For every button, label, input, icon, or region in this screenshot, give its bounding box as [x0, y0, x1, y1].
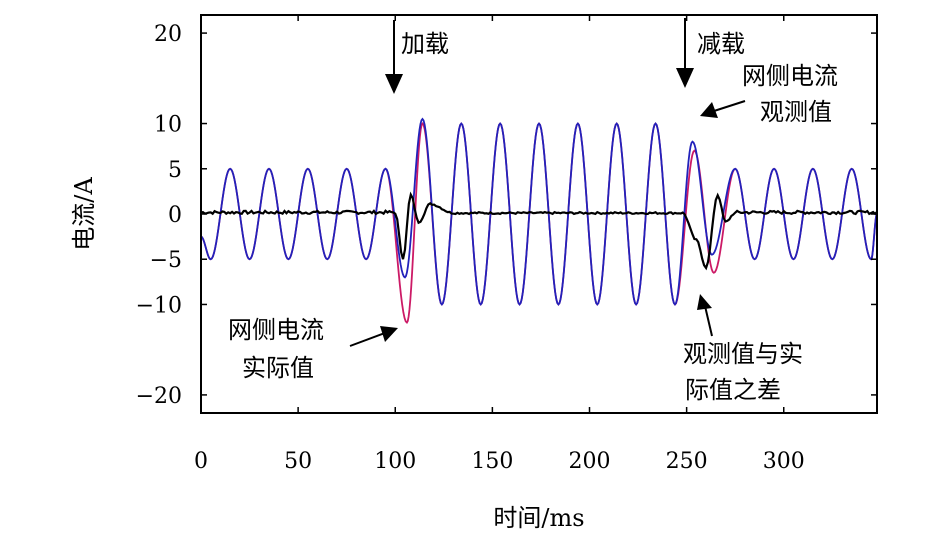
difference-arrow	[697, 294, 713, 337]
x-tick-label: 50	[284, 449, 312, 474]
difference-label-line2: 际值之差	[685, 376, 781, 404]
series-layer	[201, 117, 877, 325]
observed-current-arrow	[700, 100, 746, 118]
observed-current-label-line2: 观测值	[760, 98, 832, 126]
x-tick-label: 200	[569, 449, 611, 474]
x-tick-label: 100	[374, 449, 416, 474]
load-annotation: 加载	[401, 30, 449, 58]
x-tick-label: 300	[763, 449, 805, 474]
observed-current-label-line1: 网侧电流	[742, 62, 838, 90]
series-difference	[201, 191, 877, 271]
y-tick-label: −5	[150, 248, 182, 273]
actual-current-label-line1: 网侧电流	[228, 316, 324, 344]
actual-current-label-line2: 实际值	[242, 354, 314, 382]
y-tick-label: 20	[154, 22, 182, 47]
y-tick-label: −20	[136, 384, 182, 409]
x-tick-label: 0	[194, 449, 208, 474]
actual-current-arrow	[349, 326, 398, 347]
series-actual-current	[201, 121, 877, 325]
x-tick-label: 250	[666, 449, 708, 474]
y-axis-title: 电流/A	[70, 177, 98, 251]
x-axis-title: 时间/ms	[493, 504, 584, 532]
axis-ticks	[200, 15, 877, 413]
y-tick-label: −10	[136, 293, 182, 318]
unload-annotation: 减载	[697, 30, 745, 58]
series-observed-current	[201, 117, 877, 306]
difference-label-line1: 观测值与实	[683, 340, 803, 368]
x-tick-label: 150	[471, 449, 513, 474]
y-tick-labels: 20 10 5 0 −5 −10 −20	[136, 22, 182, 409]
unload-arrow	[676, 18, 694, 88]
y-tick-label: 10	[154, 113, 182, 138]
load-arrow	[385, 20, 403, 94]
y-tick-label: 0	[168, 203, 182, 228]
x-tick-labels: 0 50 100 150 200 250 300	[194, 449, 805, 474]
y-tick-label: 5	[168, 158, 182, 183]
